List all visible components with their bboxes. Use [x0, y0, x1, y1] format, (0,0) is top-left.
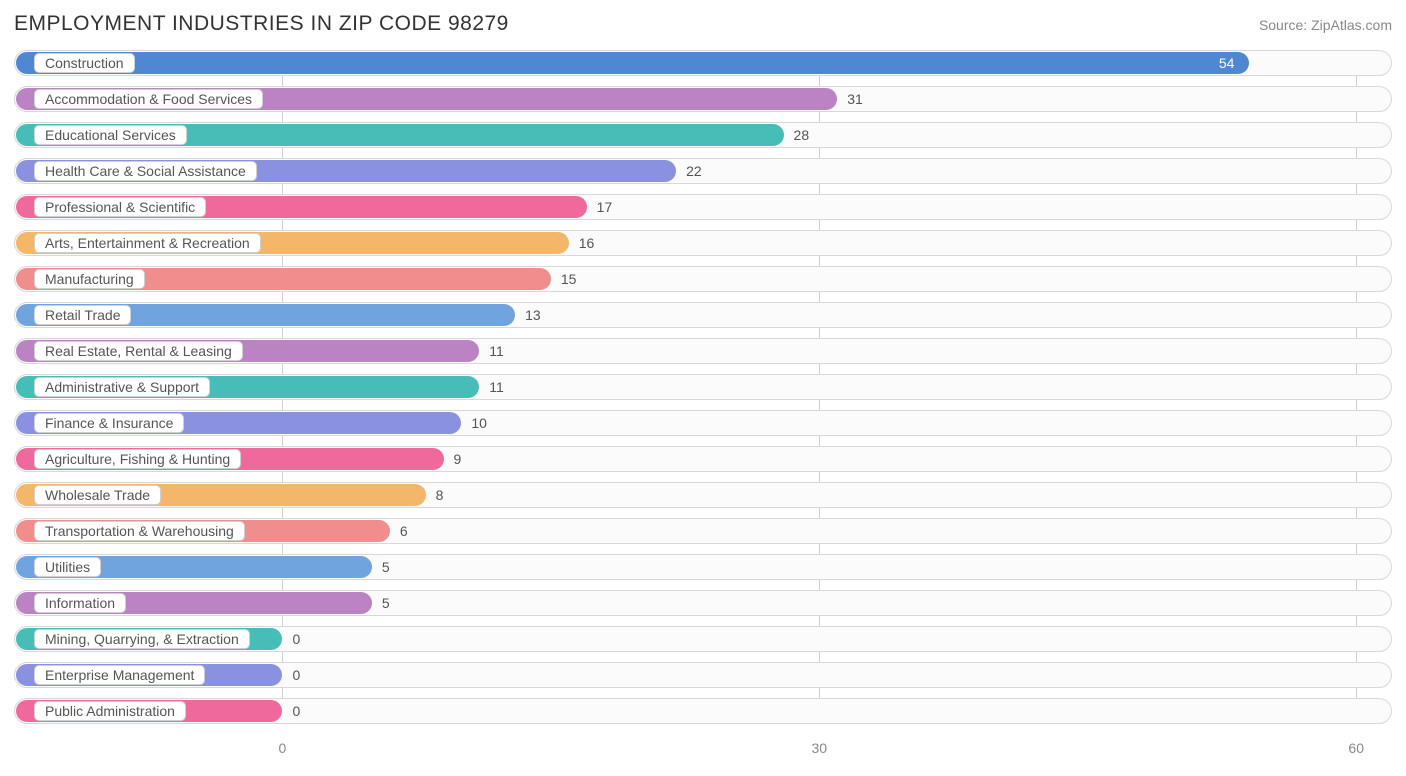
bar-value-label: 13: [525, 302, 541, 328]
x-axis-tick-label: 30: [812, 740, 828, 756]
bar-value-label: 5: [382, 590, 390, 616]
bar-value-label: 6: [400, 518, 408, 544]
bar-category-label: Transportation & Warehousing: [34, 521, 245, 541]
chart-title: EMPLOYMENT INDUSTRIES IN ZIP CODE 98279: [14, 12, 509, 36]
bar-category-label: Finance & Insurance: [34, 413, 184, 433]
bar-row: Wholesale Trade 8: [14, 482, 1392, 508]
bar-value-label: 8: [436, 482, 444, 508]
bar-row: Enterprise Management 0: [14, 662, 1392, 688]
bar-category-label: Public Administration: [34, 701, 186, 721]
bar-row: Administrative & Support 11: [14, 374, 1392, 400]
bar-value-label: 11: [489, 338, 504, 364]
bar-row: Health Care & Social Assistance 22: [14, 158, 1392, 184]
bar-category-label: Educational Services: [34, 125, 187, 145]
bar-category-label: Arts, Entertainment & Recreation: [34, 233, 261, 253]
bar-category-label: Retail Trade: [34, 305, 131, 325]
bar-row: Accommodation & Food Services 31: [14, 86, 1392, 112]
bar-value-label: 28: [794, 122, 810, 148]
x-axis-tick-label: 0: [279, 740, 287, 756]
bar-category-label: Wholesale Trade: [34, 485, 161, 505]
bar-row: Real Estate, Rental & Leasing 11: [14, 338, 1392, 364]
bar-category-label: Information: [34, 593, 126, 613]
x-axis-tick-label: 60: [1348, 740, 1364, 756]
bar-category-label: Agriculture, Fishing & Hunting: [34, 449, 241, 469]
bar-row: Retail Trade 13: [14, 302, 1392, 328]
bar-fill: [16, 52, 1249, 74]
bar-row: Information 5: [14, 590, 1392, 616]
bar-row: Mining, Quarrying, & Extraction 0: [14, 626, 1392, 652]
bar-category-label: Real Estate, Rental & Leasing: [34, 341, 243, 361]
bar-value-label: 5: [382, 554, 390, 580]
bar-row: Manufacturing 15: [14, 266, 1392, 292]
bar-value-label: 0: [292, 626, 300, 652]
bar-value-label: 10: [471, 410, 487, 436]
bar-category-label: Health Care & Social Assistance: [34, 161, 257, 181]
bar-value-label: 15: [561, 266, 577, 292]
bar-value-label: 0: [292, 698, 300, 724]
chart-plot: 03060Construction54Accommodation & Food …: [14, 50, 1392, 730]
chart-header: EMPLOYMENT INDUSTRIES IN ZIP CODE 98279 …: [14, 12, 1392, 36]
bar-value-label: 11: [489, 374, 504, 400]
bar-category-label: Administrative & Support: [34, 377, 210, 397]
bar-category-label: Accommodation & Food Services: [34, 89, 263, 109]
chart-area: 03060Construction54Accommodation & Food …: [14, 50, 1392, 750]
bar-row: Finance & Insurance 10: [14, 410, 1392, 436]
bar-value-label: 17: [597, 194, 613, 220]
bar-row: Professional & Scientific 17: [14, 194, 1392, 220]
bar-value-label: 16: [579, 230, 595, 256]
bar-row: Agriculture, Fishing & Hunting 9: [14, 446, 1392, 472]
bar-category-label: Enterprise Management: [34, 665, 205, 685]
bar-value-label: 22: [686, 158, 702, 184]
bar-row: Arts, Entertainment & Recreation 16: [14, 230, 1392, 256]
bar-category-label: Construction: [34, 53, 135, 73]
bar-value-label: 31: [847, 86, 863, 112]
bar-category-label: Professional & Scientific: [34, 197, 206, 217]
bar-category-label: Mining, Quarrying, & Extraction: [34, 629, 250, 649]
bar-value-label: 0: [292, 662, 300, 688]
chart-source: Source: ZipAtlas.com: [1259, 17, 1392, 33]
bar-row: Utilities 5: [14, 554, 1392, 580]
bar-row: Transportation & Warehousing 6: [14, 518, 1392, 544]
bar-value-label: 54: [1219, 50, 1235, 76]
bar-row: Educational Services 28: [14, 122, 1392, 148]
bar-category-label: Utilities: [34, 557, 101, 577]
bar-row: Public Administration 0: [14, 698, 1392, 724]
bar-category-label: Manufacturing: [34, 269, 145, 289]
bar-value-label: 9: [454, 446, 462, 472]
bar-row: Construction 54: [14, 50, 1392, 76]
